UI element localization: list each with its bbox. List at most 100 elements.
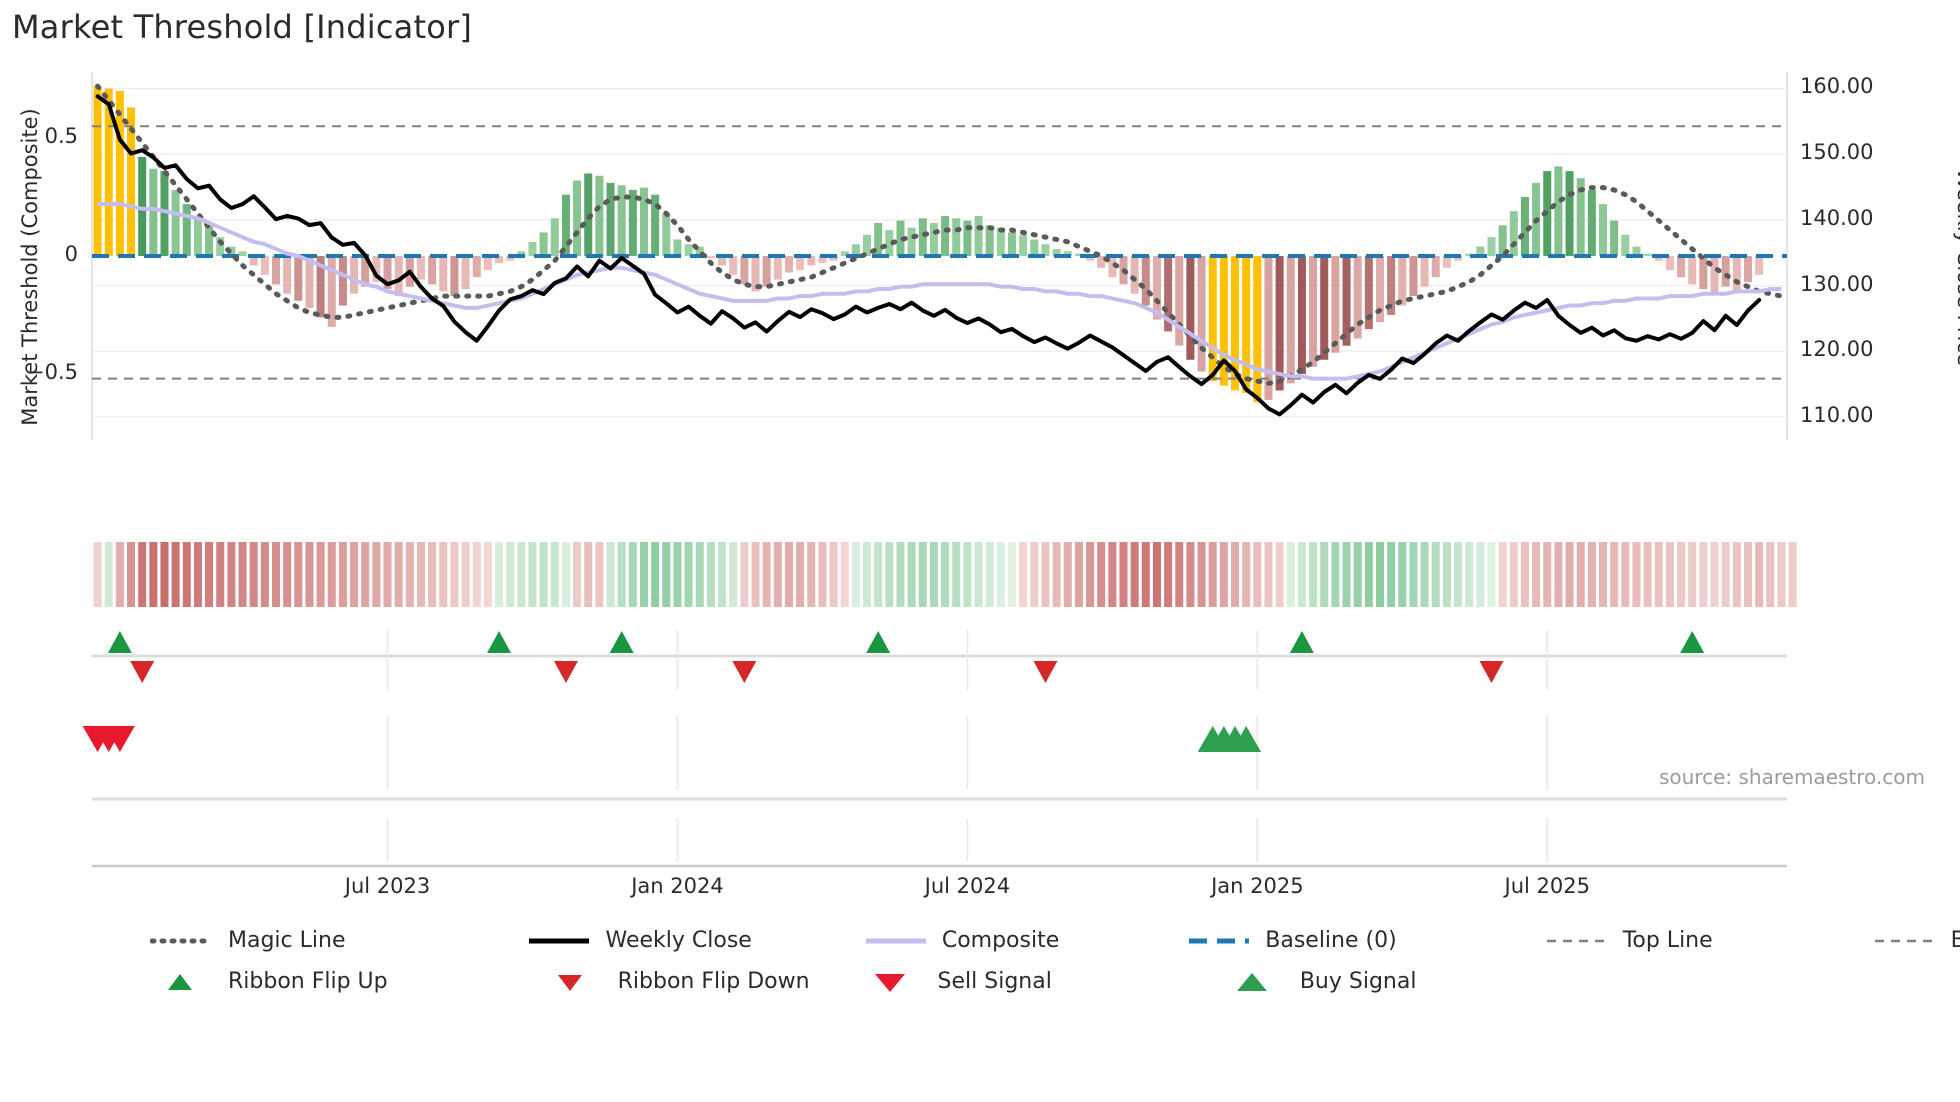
x-tick: Jan 2025 — [1211, 874, 1304, 898]
legend-item-sell-signal[interactable]: Sell Signal — [860, 969, 1052, 994]
histogram-bar — [127, 107, 136, 256]
y-tick-left: −0.5 — [27, 359, 78, 384]
histogram-bar — [249, 256, 258, 266]
histogram-bar — [160, 171, 169, 256]
ribbon-segment — [227, 542, 236, 607]
ribbon-segment — [1766, 542, 1775, 607]
ribbon-segment — [249, 542, 258, 607]
ribbon-segment — [450, 542, 459, 607]
histogram-bar — [639, 187, 649, 256]
y-tick-left: 0 — [64, 242, 78, 266]
histogram-bar — [1320, 256, 1329, 360]
ribbon-segment — [1208, 542, 1217, 607]
histogram-bar — [1487, 237, 1496, 256]
ribbon-segment — [338, 542, 347, 607]
histogram-bar — [1732, 256, 1741, 292]
ribbon-segment — [1732, 542, 1741, 607]
ribbon-segment — [684, 542, 693, 607]
histogram-bar — [718, 256, 727, 266]
legend-item-top-line[interactable]: Top Line — [1545, 928, 1713, 953]
ribbon-segment — [1654, 542, 1663, 607]
ribbon-segment — [305, 542, 314, 607]
histogram-bar — [1141, 256, 1150, 306]
ribbon-segment — [1420, 542, 1429, 607]
histogram-bar — [283, 256, 292, 294]
histogram-bar — [506, 256, 515, 261]
histogram-bar — [974, 215, 983, 256]
ribbon-segment — [751, 542, 760, 607]
ribbon-segment — [1175, 542, 1184, 607]
ribbon-segment — [271, 542, 281, 607]
ribbon-segment — [416, 542, 425, 607]
histogram-bar — [617, 185, 626, 256]
ribbon-segment — [1063, 542, 1072, 607]
histogram-bar — [1353, 256, 1362, 339]
legend-item-ribbon-flip-down[interactable]: Ribbon Flip Down — [540, 969, 810, 994]
magic-line-series — [95, 83, 1784, 386]
legend-item-bottom-line[interactable]: Bottom Line — [1873, 928, 1960, 953]
legend-item-weekly-close[interactable]: Weekly Close — [527, 928, 752, 953]
histogram-bar — [996, 227, 1005, 256]
ribbon-segment — [1275, 542, 1284, 607]
histogram-bar — [1677, 256, 1686, 278]
legend-item-ribbon-flip-up[interactable]: Ribbon Flip Up — [150, 969, 388, 994]
histogram-bar — [495, 256, 504, 264]
ribbon-segment — [316, 542, 325, 607]
ribbon-segment — [517, 542, 526, 607]
ribbon-segment — [1342, 542, 1351, 607]
histogram-bar — [1086, 256, 1095, 261]
histogram-bar — [1710, 256, 1719, 294]
ribbon-segment — [327, 542, 336, 607]
histogram-bars-group — [93, 86, 1764, 403]
histogram-bar — [428, 256, 437, 285]
legend-label: Ribbon Flip Up — [228, 969, 388, 994]
ribbon-segment — [1186, 542, 1195, 607]
ribbon-segment — [1576, 542, 1585, 607]
ribbon-segment — [1520, 542, 1529, 607]
histogram-bar — [1398, 256, 1407, 306]
ribbon-segment — [539, 542, 548, 607]
histogram-bar — [1007, 232, 1016, 256]
histogram-bar — [1164, 256, 1173, 332]
legend-item-buy-signal[interactable]: Buy Signal — [1222, 969, 1416, 994]
ribbon-segment — [483, 542, 492, 607]
ribbon-segment — [1677, 542, 1686, 607]
histogram-bar — [1643, 253, 1652, 256]
ribbon-segment — [1375, 542, 1384, 607]
histogram-bar — [1665, 256, 1674, 271]
histogram-bar — [985, 225, 994, 256]
composite-line-series — [97, 202, 1782, 381]
legend-item-baseline-0[interactable]: Baseline (0) — [1187, 928, 1397, 953]
ribbon-segment — [695, 542, 704, 607]
ribbon-segment — [639, 542, 649, 607]
ribbon-segment — [1387, 542, 1396, 607]
ribbon-segment — [1498, 542, 1507, 607]
histogram-bar — [439, 256, 448, 292]
ribbon-segment — [294, 542, 303, 607]
legend-label: Composite — [941, 928, 1060, 953]
histogram-bar — [1688, 256, 1697, 285]
histogram-bar — [394, 256, 403, 297]
histogram-bar — [740, 256, 749, 285]
histogram-bar — [840, 251, 849, 256]
histogram-bar — [93, 86, 102, 257]
histogram-bar — [1431, 256, 1440, 278]
legend-swatch-icon — [527, 930, 591, 952]
histogram-bar — [1231, 256, 1240, 391]
histogram-bar — [1375, 256, 1384, 323]
ribbon-segment — [706, 542, 715, 607]
ribbon-segment — [238, 542, 247, 607]
ribbon-segment — [796, 542, 805, 607]
histogram-bar — [1063, 251, 1072, 256]
histogram-bar — [1755, 256, 1764, 275]
ribbon-flip-down-marker — [130, 661, 155, 683]
ribbon-segment — [1532, 542, 1541, 607]
histogram-bar — [885, 230, 894, 256]
ribbon-segment — [784, 542, 793, 607]
ribbon-segment — [1309, 542, 1318, 607]
y-tick-right: 130.00 — [1800, 271, 1874, 296]
ribbon-segment — [138, 542, 147, 607]
legend-item-magic-line[interactable]: Magic Line — [150, 928, 345, 953]
legend-swatch-icon — [1545, 930, 1609, 952]
legend-item-composite[interactable]: Composite — [864, 928, 1059, 953]
